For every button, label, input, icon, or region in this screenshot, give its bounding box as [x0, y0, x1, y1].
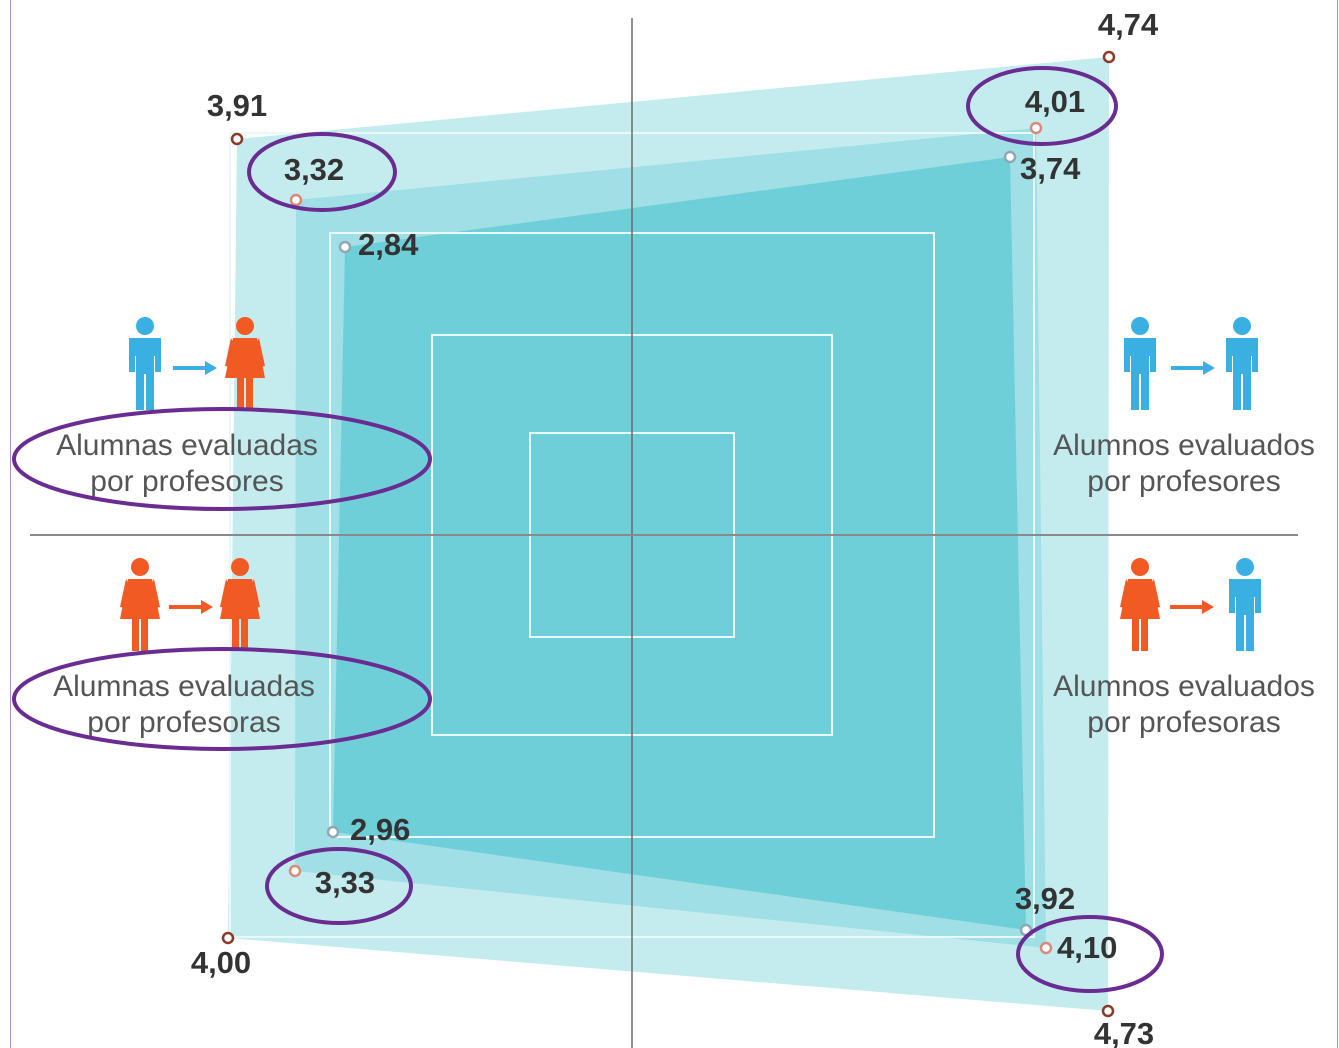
- value-label-3-32: 3,32: [284, 152, 344, 187]
- arrow-right-icon: [169, 600, 213, 614]
- value-markers: [221, 50, 1116, 1018]
- value-label-4-73: 4,73: [1094, 1016, 1154, 1048]
- highlight-ellipse-4-01: [966, 66, 1118, 146]
- highlight-ellipse-3-33: [265, 847, 413, 925]
- axis-label-alumnos-profesores-line-1: Alumnos evaluados: [1053, 429, 1315, 462]
- arrow-right-icon: [173, 361, 217, 375]
- series-3-polygon: [333, 157, 1026, 930]
- value-label-2-96: 2,96: [350, 812, 410, 847]
- arrow-right-icon: [1171, 361, 1215, 375]
- value-label-3-91: 3,91: [207, 88, 267, 123]
- value-label-3-33: 3,33: [315, 865, 375, 900]
- series-3-marker-1: [338, 240, 352, 254]
- female-person-icon: [1120, 558, 1160, 651]
- male-person-icon: [1124, 317, 1156, 410]
- series-3-marker-2: [1003, 150, 1017, 164]
- male-person-icon: [129, 317, 161, 410]
- right-frame-line: [1337, 0, 1338, 1048]
- left-frame-line: [10, 0, 11, 1048]
- axis-label-alumnas-profesores-line-2: por profesores: [90, 465, 283, 498]
- series-1-marker-2: [1102, 50, 1116, 64]
- axis-label-alumnas-profesoras-line-2: por profesoras: [87, 706, 280, 739]
- highlight-ellipse-3-32: [247, 132, 397, 212]
- series-2-marker-3: [1039, 941, 1053, 955]
- axes: [30, 18, 1298, 1048]
- series-3-marker-4: [326, 825, 340, 839]
- series-2-marker-2: [1029, 121, 1043, 135]
- value-label-4-00: 4,00: [191, 945, 251, 980]
- series-2-marker-1: [289, 193, 303, 207]
- value-label-2-84: 2,84: [358, 227, 419, 262]
- value-label-4-01: 4,01: [1025, 84, 1085, 119]
- gender-icons: [120, 317, 1261, 651]
- series-1-marker-3: [1101, 1004, 1115, 1018]
- axis-label-alumnos-profesoras-line-2: por profesoras: [1087, 706, 1280, 739]
- axis-label-alumnos-profesores-line-2: por profesores: [1087, 465, 1280, 498]
- highlight-ellipse-4-10: [1016, 915, 1164, 993]
- highlight-ellipse-alumnas-profesores: [12, 407, 432, 511]
- axis-label-alumnas-profesoras-line-1: Alumnas evaluadas: [53, 670, 315, 703]
- value-label-3-92: 3,92: [1015, 881, 1075, 916]
- male-person-icon: [1229, 558, 1261, 651]
- value-label-3-74: 3,74: [1020, 151, 1081, 186]
- series-1-marker-4: [221, 931, 235, 945]
- axis-label-alumnas-profesores-line-1: Alumnas evaluadas: [56, 429, 318, 462]
- female-person-icon: [120, 558, 160, 651]
- female-person-icon: [220, 558, 260, 651]
- series-1-marker-1: [230, 132, 244, 146]
- value-label-4-10: 4,10: [1057, 930, 1117, 965]
- series-2-marker-4: [288, 864, 302, 878]
- value-label-4-74: 4,74: [1098, 7, 1159, 42]
- value-labels: 3,91 4,74 4,73 4,00 3,32 4,01 4,10 3,33 2,84 3,74…: [191, 7, 1159, 1048]
- male-person-icon: [1226, 317, 1258, 410]
- arrow-right-icon: [1170, 600, 1214, 614]
- female-person-icon: [225, 317, 265, 410]
- highlight-ellipse-alumnas-profesoras: [12, 647, 432, 751]
- axis-label-alumnos-profesoras-line-1: Alumnos evaluados: [1053, 670, 1315, 703]
- series-polygons: [228, 57, 1109, 1011]
- highlight-ellipses: [12, 66, 1164, 993]
